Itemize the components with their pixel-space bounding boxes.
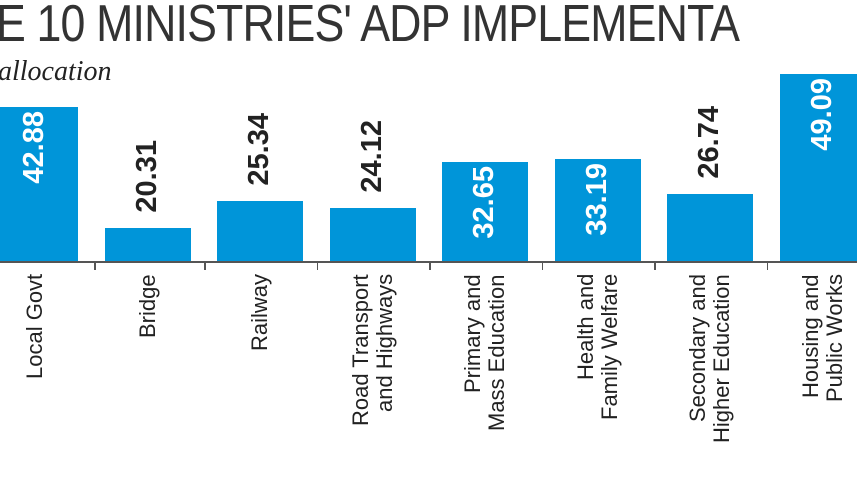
chart-subtitle: allocation [0,56,112,87]
bar [555,158,641,261]
data-label: 20.31 [131,139,163,213]
bar [442,161,528,261]
category-label: Primary and Mass Education [460,274,509,431]
bar [217,201,303,261]
bar [0,107,78,261]
x-axis-line [0,261,857,263]
x-tick [316,261,318,270]
category-label: Railway [247,274,272,352]
x-tick [766,261,768,270]
bar [667,193,753,261]
x-tick [429,261,431,270]
data-label: 33.19 [581,162,613,236]
bar [780,73,857,261]
chart-title: E 10 MINISTRIES' ADP IMPLEMENTA [0,0,740,53]
category-label: Bridge [135,274,160,338]
data-label: 42.88 [18,111,50,184]
x-tick [204,261,206,270]
x-tick [94,261,96,270]
bar [105,227,191,261]
data-label: 32.65 [468,165,500,239]
x-tick [654,261,656,270]
data-label: 49.09 [806,77,838,151]
category-label: Local Govt [22,274,47,380]
bar [330,207,416,261]
data-label: 25.34 [243,113,275,186]
category-label: Secondary and Higher Education [685,274,734,443]
data-label: 26.74 [693,105,725,179]
category-label: Housing and Public Works [798,274,847,402]
data-label: 24.12 [356,119,388,193]
x-tick [541,261,543,270]
category-label: Health and Family Welfare [573,274,622,421]
category-label: Road Transport and Highways [348,274,397,426]
